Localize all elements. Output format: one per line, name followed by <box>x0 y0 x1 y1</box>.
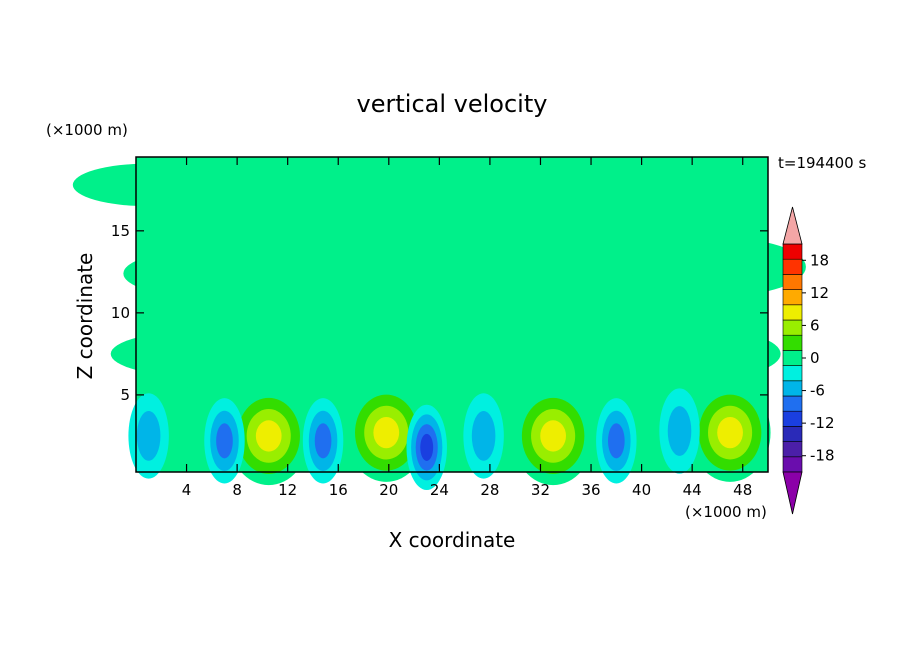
x-tick-label: 4 <box>182 481 192 499</box>
downdraft-cell <box>607 423 625 459</box>
y-unit-label: (×1000 m) <box>46 121 128 139</box>
updraft-cell <box>255 420 282 452</box>
colorbar-band <box>782 274 803 290</box>
x-tick-label: 20 <box>379 481 398 499</box>
colorbar-tick-label: 0 <box>810 349 820 367</box>
colorbar-band <box>782 243 803 260</box>
colorbar-band <box>782 350 803 366</box>
colorbar-tick-label: -6 <box>810 382 825 400</box>
weak-updraft-patch <box>628 237 806 297</box>
x-tick-label: 40 <box>632 481 651 499</box>
x-tick-label: 44 <box>683 481 702 499</box>
colorbar-tick-label: 6 <box>810 316 820 334</box>
colorbar-under-arrow <box>782 471 803 515</box>
downdraft-cell <box>471 411 496 461</box>
colorbar-band <box>782 334 803 351</box>
x-tick-label: 16 <box>329 481 348 499</box>
x-tick-label: 28 <box>480 481 499 499</box>
contour-field <box>72 163 806 491</box>
weak-updraft-patch <box>452 250 655 290</box>
updraft-cell <box>717 416 743 449</box>
y-tick-label: 10 <box>111 304 130 322</box>
y-ticks: 5 10 15 <box>111 222 768 404</box>
time-label: t=194400 s <box>778 154 866 172</box>
colorbar-band <box>782 258 803 275</box>
weak-updraft-patch <box>237 250 490 304</box>
downdraft-cell <box>314 423 332 459</box>
x-tick-label: 24 <box>430 481 449 499</box>
y-tick-label: 15 <box>111 222 130 240</box>
weak-updraft-patch <box>565 166 718 210</box>
x-ticks: 4 8 12 16 20 24 28 32 36 40 44 48 <box>182 157 752 499</box>
weak-updraft-patch <box>161 166 415 213</box>
downdraft-cell <box>420 433 434 461</box>
colorbar-tick-label: 12 <box>810 284 829 302</box>
x-tick-label: 8 <box>232 481 242 499</box>
colorbar-band <box>782 365 803 382</box>
colorbar-over-arrow <box>782 206 803 245</box>
colorbar-band <box>782 319 803 336</box>
y-axis-label: Z coordinate <box>73 253 97 380</box>
weak-updraft-patch <box>123 250 276 297</box>
colorbar-band <box>782 289 803 306</box>
updraft-cell <box>540 420 566 452</box>
colorbar-band <box>782 380 803 397</box>
weak-updraft-patch <box>110 330 288 377</box>
weak-updraft-patch <box>388 363 541 413</box>
y-tick-label: 5 <box>120 386 130 404</box>
x-tick-label: 48 <box>733 481 752 499</box>
x-unit-label: (×1000 m) <box>685 503 767 521</box>
colorbar-band <box>782 456 803 473</box>
downdraft-cell <box>216 423 233 459</box>
colorbar-tick-label: 18 <box>810 251 829 269</box>
colorbar-tick-label: -12 <box>810 414 835 432</box>
weak-updraft-patch <box>262 316 516 369</box>
x-axis-label: X coordinate <box>389 528 516 552</box>
colorbar-band <box>782 395 803 412</box>
colorbar: 18 12 6 0 -6 -12 -18 <box>782 206 835 515</box>
colorbar-band <box>782 304 803 321</box>
weak-updraft-patch <box>376 184 579 218</box>
colorbar-band <box>782 426 803 442</box>
downdraft-cell <box>136 411 161 461</box>
x-tick-label: 12 <box>278 481 297 499</box>
colorbar-band <box>782 441 803 458</box>
plot-frame <box>135 156 769 473</box>
updraft-cell <box>373 416 400 449</box>
downdraft-cell <box>667 406 692 456</box>
x-tick-label: 36 <box>581 481 600 499</box>
colorbar-tick-label: -18 <box>810 447 835 465</box>
colorbar-band <box>782 410 803 427</box>
chart-title: vertical velocity <box>357 90 548 118</box>
weak-updraft-patch <box>628 329 781 379</box>
x-tick-label: 32 <box>531 481 550 499</box>
